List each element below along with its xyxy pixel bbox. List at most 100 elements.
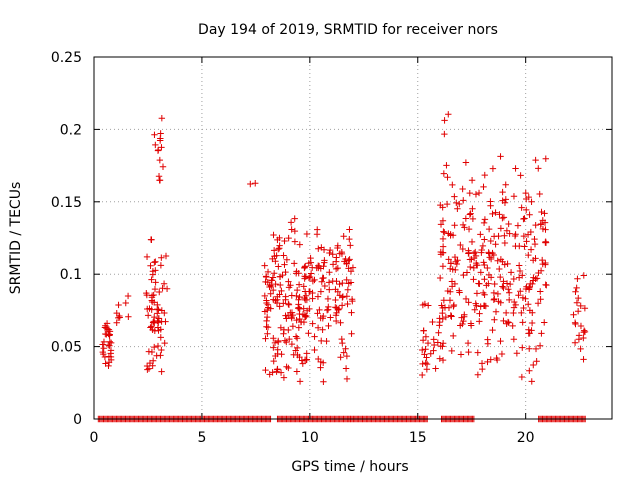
data-point-396: [336, 280, 343, 288]
data-point-354: [344, 300, 351, 308]
data-point-17: [107, 347, 115, 354]
data-points: [95, 111, 589, 423]
data-point-633: [493, 354, 500, 362]
data-point-337: [329, 261, 337, 268]
data-point-664: [439, 263, 447, 270]
data-point-511: [440, 297, 448, 304]
data-point-754: [444, 287, 452, 295]
data-point-146: [263, 317, 270, 325]
data-point-676: [499, 214, 506, 222]
data-point-653: [448, 278, 456, 285]
data-point-195: [269, 369, 276, 376]
data-point-698: [440, 228, 447, 235]
data-point-284: [319, 326, 326, 333]
data-point-105: [145, 348, 153, 355]
data-point-702: [439, 243, 447, 250]
data-point-663: [474, 262, 481, 269]
data-point-431: [435, 329, 442, 336]
x-tick-label-2: 10: [301, 430, 319, 446]
data-point-656: [491, 280, 498, 288]
data-point-743: [439, 235, 447, 243]
data-point-732: [519, 294, 527, 301]
data-point-426: [430, 336, 437, 343]
data-point-357: [309, 295, 316, 302]
data-point-753: [512, 231, 519, 238]
data-point-667: [456, 200, 463, 208]
data-point-391: [306, 288, 314, 295]
data-point-427: [430, 341, 438, 349]
data-point-347: [339, 339, 346, 347]
data-point-599: [463, 269, 471, 276]
data-point-412: [315, 264, 322, 272]
y-tick-label-0: 0: [73, 412, 82, 428]
data-point-359: [344, 286, 352, 293]
data-point-791: [577, 345, 584, 353]
data-point-481: [469, 205, 476, 212]
data-point-411: [306, 273, 314, 281]
data-point-509: [503, 280, 511, 287]
data-point-161: [270, 270, 278, 277]
data-point-157: [291, 227, 299, 235]
data-point-104: [158, 307, 166, 314]
data-point-505: [536, 190, 543, 198]
data-point-317: [339, 279, 346, 287]
data-point-582: [489, 326, 496, 334]
data-point-89: [151, 285, 159, 293]
data-point-309: [303, 350, 310, 357]
data-point-467: [464, 339, 472, 347]
data-point-769: [441, 130, 448, 138]
data-point-239: [290, 351, 297, 358]
data-point-789: [580, 327, 588, 334]
data-point-682: [490, 289, 498, 297]
data-point-305: [307, 270, 315, 277]
data-point-366: [314, 226, 321, 233]
data-point-581: [525, 301, 532, 308]
data-point-335: [348, 330, 355, 337]
data-point-339: [318, 278, 325, 285]
data-point-477: [474, 371, 482, 379]
data-point-113: [157, 130, 164, 137]
data-point-212: [271, 339, 279, 347]
data-point-488: [518, 204, 525, 211]
data-point-685: [532, 275, 539, 283]
data-point-547: [521, 215, 528, 222]
data-point-503: [500, 317, 507, 325]
data-point-439: [429, 318, 436, 326]
data-point-545: [541, 210, 548, 217]
data-point-351: [311, 346, 318, 354]
data-point-709: [514, 222, 522, 229]
data-point-342: [316, 306, 323, 314]
data-point-112: [156, 137, 164, 144]
data-point-428: [425, 302, 432, 309]
data-point-556: [496, 211, 503, 218]
data-point-165: [295, 281, 303, 288]
data-point-352: [340, 349, 347, 356]
data-point-514: [470, 264, 478, 272]
data-point-670: [490, 296, 498, 304]
y-tick-label-5: 0.25: [51, 50, 82, 66]
data-point-773: [571, 339, 579, 346]
data-point-227: [276, 273, 284, 280]
data-point-36: [122, 299, 129, 307]
data-point-515: [510, 304, 518, 311]
data-point-190: [272, 280, 279, 288]
data-point-120: [158, 115, 166, 122]
data-point-290: [314, 324, 322, 331]
data-point-325: [332, 312, 340, 319]
data-point-65: [157, 334, 164, 341]
data-point-270: [293, 335, 301, 342]
data-point-353: [320, 274, 327, 282]
data-point-258: [275, 245, 282, 253]
data-point-580: [466, 211, 474, 218]
data-point-230: [293, 344, 301, 352]
data-point-41: [163, 285, 171, 292]
data-point-204: [283, 315, 290, 322]
data-point-719: [472, 252, 480, 260]
data-point-593: [477, 303, 484, 310]
data-point-595: [480, 219, 488, 227]
data-point-780: [570, 311, 577, 318]
data-point-620: [502, 309, 510, 317]
data-point-463: [532, 345, 540, 353]
y-tick-label-3: 0.15: [51, 195, 82, 211]
data-point-714: [501, 199, 509, 206]
